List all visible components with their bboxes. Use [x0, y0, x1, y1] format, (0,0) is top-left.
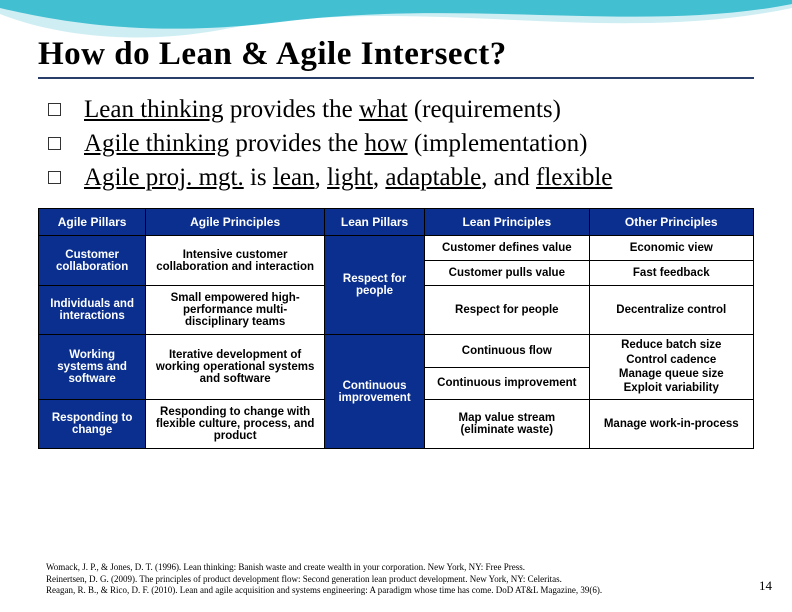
bullet-text: provides the — [224, 96, 359, 123]
references: Womack, J. P., & Jones, D. T. (1996). Le… — [46, 562, 732, 596]
bullet-suffix: (requirements) — [408, 96, 561, 123]
cell-other-principle: Reduce batch size Control cadence Manage… — [589, 335, 753, 400]
cell-agile-principle: Iterative development of working operati… — [146, 335, 325, 400]
bullet-text: , — [315, 164, 328, 191]
col-lean-pillars: Lean Pillars — [325, 209, 425, 236]
table-row: Customer collaboration Intensive custome… — [39, 236, 754, 261]
bullet-text: lean — [273, 164, 315, 191]
cell-lean-principle: Customer pulls value — [425, 261, 589, 286]
stack-line: Control cadence — [594, 353, 749, 367]
col-agile-pillars: Agile Pillars — [39, 209, 146, 236]
cell-agile-principle: Intensive customer collaboration and int… — [146, 236, 325, 286]
lean-agile-table-wrap: Agile Pillars Agile Principles Lean Pill… — [38, 208, 754, 449]
content-area: How do Lean & Agile Intersect? Lean thin… — [0, 0, 792, 449]
bullet-key-prefix: Agile thinking — [84, 130, 229, 157]
bullet-list: Lean thinking provides the what (require… — [48, 93, 754, 194]
cell-other-principle: Fast feedback — [589, 261, 753, 286]
bullet-text: Agile proj. mgt. — [84, 164, 244, 191]
lean-agile-table: Agile Pillars Agile Principles Lean Pill… — [38, 208, 754, 449]
cell-agile-principle: Small empowered high-performance multi-d… — [146, 286, 325, 335]
title-underline — [38, 77, 754, 79]
bullet-text: , — [373, 164, 386, 191]
cell-agile-pillar: Responding to change — [39, 399, 146, 448]
reference-line: Reinertsen, D. G. (2009). The principles… — [46, 574, 732, 585]
bullet-text: , and — [481, 164, 536, 191]
stack-line: Manage queue size — [594, 367, 749, 381]
table-header-row: Agile Pillars Agile Principles Lean Pill… — [39, 209, 754, 236]
cell-lean-principle: Continuous improvement — [425, 367, 589, 399]
page-number: 14 — [759, 578, 772, 594]
bullet-text: adaptable — [385, 164, 481, 191]
bullet-text: light — [327, 164, 373, 191]
cell-other-principle: Decentralize control — [589, 286, 753, 335]
table-row: Working systems and software Iterative d… — [39, 335, 754, 367]
cell-other-principle: Economic view — [589, 236, 753, 261]
cell-other-principle: Manage work-in-process — [589, 399, 753, 448]
bullet-item: Lean thinking provides the what (require… — [48, 93, 754, 127]
cell-lean-principle: Customer defines value — [425, 236, 589, 261]
bullet-item: Agile thinking provides the how (impleme… — [48, 127, 754, 161]
reference-line: Reagan, R. B., & Rico, D. F. (2010). Lea… — [46, 585, 732, 596]
stack-line: Reduce batch size — [594, 338, 749, 352]
slide: How do Lean & Agile Intersect? Lean thin… — [0, 0, 792, 612]
bullet-keyword: what — [359, 96, 408, 123]
col-other-principles: Other Principles — [589, 209, 753, 236]
bullet-key-prefix: Lean thinking — [84, 96, 224, 123]
cell-lean-principle: Respect for people — [425, 286, 589, 335]
cell-agile-principle: Responding to change with flexible cultu… — [146, 399, 325, 448]
cell-lean-principle: Map value stream (eliminate waste) — [425, 399, 589, 448]
bullet-text: provides the — [229, 130, 364, 157]
col-agile-principles: Agile Principles — [146, 209, 325, 236]
bullet-keyword: how — [365, 130, 408, 157]
bullet-text: is — [244, 164, 273, 191]
reference-line: Womack, J. P., & Jones, D. T. (1996). Le… — [46, 562, 732, 573]
stack-line: Exploit variability — [594, 381, 749, 395]
col-lean-principles: Lean Principles — [425, 209, 589, 236]
cell-lean-pillar: Continuous improvement — [325, 335, 425, 449]
cell-agile-pillar: Individuals and interactions — [39, 286, 146, 335]
cell-agile-pillar: Working systems and software — [39, 335, 146, 400]
cell-agile-pillar: Customer collaboration — [39, 236, 146, 286]
bullet-text: flexible — [536, 164, 612, 191]
cell-lean-pillar: Respect for people — [325, 236, 425, 335]
page-title: How do Lean & Agile Intersect? — [38, 36, 754, 73]
bullet-item: Agile proj. mgt. is lean, light, adaptab… — [48, 161, 754, 195]
bullet-suffix: (implementation) — [408, 130, 588, 157]
cell-lean-principle: Continuous flow — [425, 335, 589, 367]
